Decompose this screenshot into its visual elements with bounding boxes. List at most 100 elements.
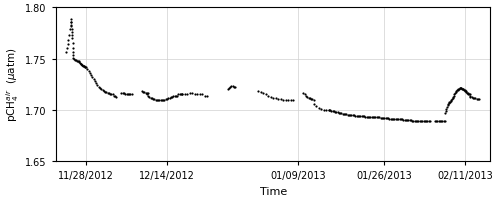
Point [403, 119, 411, 122]
Point [314, 107, 322, 110]
Point [404, 119, 412, 122]
Point [448, 96, 456, 100]
Point [110, 94, 118, 98]
Point [410, 120, 418, 123]
Point [452, 90, 460, 94]
Point [418, 120, 426, 123]
Point [164, 96, 172, 100]
Point [449, 95, 457, 99]
Point [125, 93, 133, 97]
Point [376, 117, 384, 120]
Point [266, 95, 274, 99]
Point [176, 93, 184, 97]
Point [122, 93, 130, 97]
Point [168, 95, 176, 99]
Point [350, 114, 358, 117]
Point [466, 94, 474, 98]
Point [106, 93, 114, 97]
Point [462, 90, 470, 94]
Point [466, 95, 474, 99]
Point [108, 93, 116, 97]
Point [158, 99, 166, 102]
Point [152, 99, 160, 102]
Point [389, 118, 397, 121]
Point [474, 97, 482, 101]
Point [373, 116, 381, 119]
Point [334, 111, 342, 114]
Point [468, 95, 475, 99]
Point [342, 113, 350, 116]
Point [140, 91, 148, 95]
Point [436, 120, 444, 123]
Point [224, 88, 232, 91]
Point [148, 96, 156, 100]
Point [413, 120, 421, 123]
Point [457, 87, 465, 90]
Point [180, 93, 188, 97]
Point [369, 116, 377, 119]
Point [460, 89, 468, 93]
Point [78, 64, 86, 67]
Point [379, 117, 387, 120]
Point [77, 63, 85, 66]
Point [274, 97, 282, 101]
Point [324, 109, 332, 112]
Point [452, 91, 460, 95]
Point [112, 95, 120, 99]
Point [150, 97, 158, 101]
Point [310, 103, 318, 106]
Point [462, 91, 470, 95]
Point [153, 99, 161, 102]
Point [424, 120, 432, 123]
Point [149, 97, 157, 101]
Point [317, 108, 325, 111]
Point [166, 96, 173, 100]
Point [328, 110, 336, 113]
Point [77, 63, 85, 66]
Point [178, 93, 186, 97]
Point [204, 94, 212, 98]
Point [287, 99, 295, 102]
Point [159, 99, 167, 102]
Point [328, 110, 336, 113]
Point [82, 66, 90, 69]
Point [228, 85, 235, 88]
Point [122, 93, 130, 97]
Point [108, 93, 116, 97]
Point [66, 21, 74, 24]
Point [111, 94, 119, 98]
Point [417, 120, 425, 123]
Point [434, 120, 442, 123]
Point [276, 97, 284, 101]
Point [331, 111, 339, 114]
Point [68, 37, 76, 40]
Point [352, 115, 360, 118]
Point [458, 88, 466, 91]
Point [66, 24, 74, 27]
Point [431, 120, 439, 123]
Point [76, 61, 84, 64]
Point [384, 117, 392, 120]
Point [338, 112, 345, 115]
Point [335, 112, 343, 115]
Point [68, 25, 76, 28]
Point [74, 60, 82, 63]
Point [196, 93, 204, 97]
Point [92, 82, 100, 85]
Point [143, 92, 151, 96]
Point [441, 112, 449, 115]
Point [228, 85, 236, 88]
Point [66, 34, 74, 37]
Point [70, 57, 78, 60]
Point [80, 65, 88, 68]
Point [434, 120, 442, 123]
Point [225, 87, 233, 90]
Point [163, 97, 171, 101]
Point [146, 95, 154, 99]
Point [118, 92, 126, 96]
Point [407, 119, 415, 122]
Point [84, 70, 92, 73]
Point [441, 120, 449, 123]
Point [460, 89, 468, 93]
Point [302, 94, 310, 98]
